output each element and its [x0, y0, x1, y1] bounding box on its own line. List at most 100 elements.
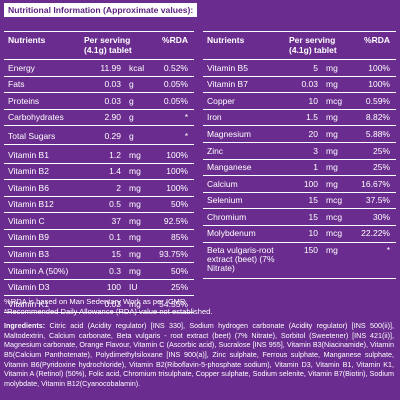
- nutrient-amount: 1.2: [109, 149, 121, 160]
- table-row: Vitamin K1 0.03 mg 54.55%: [4, 296, 194, 313]
- nutrient-name: Carbohydrates: [8, 112, 64, 123]
- nutrient-unit: mg: [326, 128, 338, 139]
- nutrient-rda: 30%: [372, 211, 390, 222]
- nutrient-unit: g: [129, 95, 134, 106]
- nutrient-unit: mg: [129, 232, 141, 243]
- table-row: Calcium 100 mg 16.67%: [203, 176, 396, 193]
- nutrient-rda: 100%: [166, 182, 188, 193]
- nutrient-name: Vitamin A (50%): [8, 265, 69, 276]
- nutrient-amount: 100: [106, 282, 121, 293]
- nutrient-name: Vitamin B5: [207, 62, 248, 73]
- nutrient-rda: 8.82%: [365, 112, 390, 123]
- nutrient-rda: 92.5%: [163, 215, 188, 226]
- nutrient-name: Vitamin B3: [8, 249, 49, 260]
- nutrient-name: Vitamin K1: [8, 298, 49, 309]
- nutrient-unit: g: [129, 112, 134, 123]
- nutrient-name: Energy: [8, 62, 35, 73]
- nutrient-amount: 20: [308, 128, 318, 139]
- table-row: Fats 0.03 g 0.05%: [4, 77, 194, 94]
- table-row: Proteins 0.03 g 0.05%: [4, 93, 194, 110]
- nutrient-rda: 50%: [170, 199, 188, 210]
- nutrient-rda: 5.88%: [365, 128, 390, 139]
- table-row: Vitamin D3 100 IU 25%: [4, 280, 194, 297]
- nutrient-name: Manganese: [207, 162, 252, 173]
- nutrient-name: Vitamin B6: [8, 182, 49, 193]
- nutrient-unit: g: [129, 130, 134, 141]
- nutrient-amount: 0.03: [104, 95, 121, 106]
- ingredients-list: Ingredients: Citric acid (Acidity regula…: [4, 321, 394, 388]
- nutrient-amount: 150: [303, 244, 318, 255]
- nutrient-amount: 1.4: [109, 166, 121, 177]
- nutrient-unit: mg: [326, 62, 338, 73]
- nutrient-name: Zinc: [207, 145, 224, 156]
- nutrient-name: Total Sugars: [8, 130, 56, 141]
- table-row: Energy 11.99 kcal 0.52%: [4, 60, 194, 77]
- nutrient-unit: mcg: [326, 195, 343, 206]
- nutrient-rda: 100%: [166, 149, 188, 160]
- nutrient-rda: *: [386, 244, 390, 255]
- nutrient-name: Calcium: [207, 178, 238, 189]
- nutrient-name: Vitamin B2: [8, 166, 49, 177]
- table-row: Carbohydrates 2.90 g *: [4, 110, 194, 127]
- header-rda: %RDA: [364, 35, 390, 45]
- table-row: Vitamin B2 1.4 mg 100%: [4, 164, 194, 181]
- nutrient-unit: mg: [129, 298, 141, 309]
- table-row: Vitamin B6 2 mg 100%: [4, 180, 194, 197]
- table-row: Manganese 1 mg 25%: [203, 160, 396, 177]
- table-row: Magnesium 20 mg 5.88%: [203, 126, 396, 143]
- nutrient-unit: g: [129, 79, 134, 90]
- nutrient-name: Iron: [207, 112, 222, 123]
- nutrition-table-right: Nutrients Per serving (4.1g) tablet %RDA…: [203, 31, 396, 279]
- header-per-serving: Per serving (4.1g) tablet: [84, 35, 132, 55]
- header-rda: %RDA: [162, 35, 188, 45]
- nutrient-unit: mg: [326, 178, 338, 189]
- table-header: Nutrients Per serving (4.1g) tablet %RDA: [203, 32, 396, 60]
- table-row: Zinc 3 mg 25%: [203, 143, 396, 160]
- nutrient-name: Vitamin C: [8, 215, 45, 226]
- nutrient-rda: 54.55%: [159, 298, 188, 309]
- nutrient-rda: 85%: [170, 232, 188, 243]
- nutrient-rda: 0.05%: [163, 79, 188, 90]
- nutrient-unit: IU: [129, 282, 138, 293]
- nutrient-amount: 2: [116, 182, 121, 193]
- table-row: Vitamin B7 0.03 mg 100%: [203, 77, 396, 94]
- nutrient-rda: *: [184, 112, 188, 123]
- ingredients-label: Ingredients:: [4, 321, 46, 330]
- nutrient-name: Magnesium: [207, 128, 251, 139]
- table-row: Iron 1.5 mg 8.82%: [203, 110, 396, 127]
- nutrient-rda: *: [184, 130, 188, 141]
- nutrient-unit: mg: [326, 112, 338, 123]
- nutrient-amount: 1.5: [306, 112, 318, 123]
- nutrient-name: Vitamin B12: [8, 199, 54, 210]
- table-row: Selenium 15 mcg 37.5%: [203, 193, 396, 210]
- nutrient-rda: 37.5%: [365, 195, 390, 206]
- nutrient-name: Proteins: [8, 95, 40, 106]
- table-row: Vitamin A (50%) 0.3 mg 50%: [4, 263, 194, 280]
- header-nutrients: Nutrients: [8, 35, 46, 45]
- nutrient-name: Molybdenum: [207, 228, 256, 239]
- nutrient-rda: 25%: [372, 162, 390, 173]
- nutrient-unit: mg: [129, 199, 141, 210]
- nutrient-name: Vitamin D3: [8, 282, 50, 293]
- header-per-serving: Per serving (4.1g) tablet: [289, 35, 337, 55]
- nutrient-name: Chromium: [207, 211, 247, 222]
- table-row: Total Sugars 0.29 g *: [4, 128, 194, 145]
- nutrient-unit: mg: [129, 215, 141, 226]
- nutrient-name: Beta vulgaris-root extract (beet) (7% Ni…: [207, 244, 275, 274]
- nutrient-amount: 5: [313, 62, 318, 73]
- rda-basis-note: %RDA is based on Man Sedentary Work as p…: [4, 297, 188, 306]
- nutrient-rda: 50%: [170, 265, 188, 276]
- nutrient-unit: mg: [129, 249, 141, 260]
- nutrient-amount: 1: [313, 162, 318, 173]
- nutrient-amount: 10: [308, 95, 318, 106]
- nutrient-unit: mg: [129, 265, 141, 276]
- nutrient-rda: 100%: [368, 79, 390, 90]
- table-row: Vitamin B1 1.2 mg 100%: [4, 147, 194, 164]
- nutrient-unit: mcg: [326, 228, 343, 239]
- table-row: Molybdenum 10 mcg 22.22%: [203, 226, 396, 243]
- nutrient-name: Selenium: [207, 195, 243, 206]
- nutrient-rda: 25%: [372, 145, 390, 156]
- nutrient-unit: mg: [129, 166, 141, 177]
- nutrient-rda: 100%: [166, 166, 188, 177]
- nutrient-name: Vitamin B7: [207, 79, 248, 90]
